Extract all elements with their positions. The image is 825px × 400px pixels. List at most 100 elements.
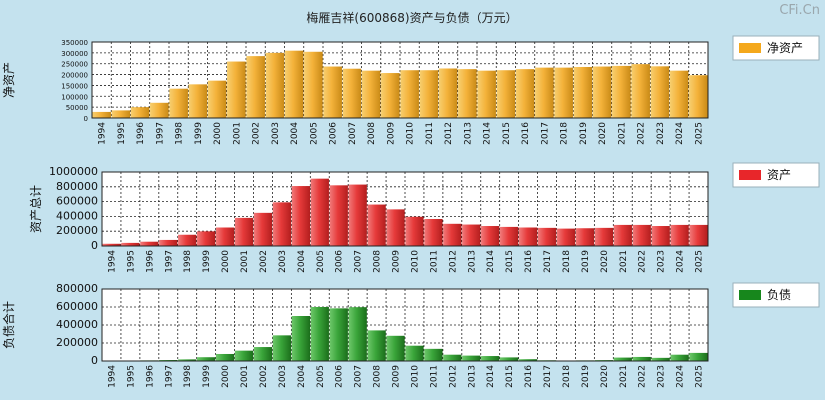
legend-label: 资产 (767, 168, 791, 182)
x-tick-label: 2002 (259, 250, 269, 273)
bar (462, 224, 481, 246)
bar (253, 347, 273, 361)
bar (234, 350, 254, 361)
legend-label: 净资产 (767, 41, 803, 55)
bar (613, 357, 632, 361)
chart-panel-3: 0 200000 400000 600000 800000 1994 1995 1996 199… (1, 282, 820, 388)
bar (458, 69, 477, 118)
x-tick-label: 1994 (107, 365, 117, 388)
bar (291, 316, 311, 361)
x-tick-label: 2023 (657, 250, 667, 273)
x-tick-label: 2003 (278, 250, 288, 273)
bar (348, 184, 367, 246)
x-tick-label: 1996 (145, 250, 155, 273)
x-tick-label: 1997 (164, 365, 174, 388)
y-tick-label: 400000 (56, 209, 98, 222)
bar (386, 209, 405, 246)
x-tick-label: 2009 (386, 122, 396, 145)
watermark: CFi.Cn (779, 3, 820, 18)
y-tick-label: 600000 (56, 300, 98, 313)
x-tick-label: 2006 (335, 250, 345, 273)
x-tick-label: 1999 (202, 365, 212, 388)
bar (632, 356, 651, 361)
bar (272, 202, 292, 246)
bar (121, 242, 140, 246)
x-tick-label: 2003 (271, 122, 281, 145)
y-tick-label: 150000 (61, 82, 88, 90)
x-tick-label: 1996 (145, 365, 155, 388)
x-tick-label: 2011 (425, 122, 435, 145)
x-tick-label: 2001 (240, 365, 250, 388)
bar (329, 308, 348, 361)
bar (111, 110, 131, 118)
bar (188, 84, 208, 118)
x-tick-label: 2000 (213, 122, 223, 145)
x-tick-label: 2022 (638, 250, 648, 273)
bar (669, 70, 689, 118)
bar (424, 218, 443, 246)
x-tick-label: 2014 (486, 250, 496, 273)
y-tick-label: 1000000 (49, 165, 98, 178)
bar (361, 70, 381, 118)
bar (481, 356, 500, 361)
x-tick-label: 2010 (406, 122, 416, 145)
bar (651, 226, 670, 246)
x-tick-label: 2009 (392, 365, 402, 388)
x-tick-label: 2005 (309, 122, 319, 145)
bar (424, 348, 443, 361)
bar (400, 70, 419, 118)
plot-frame (101, 288, 709, 362)
x-tick-label: 1997 (164, 250, 174, 273)
bar (102, 243, 121, 246)
x-tick-label: 2000 (221, 250, 231, 273)
x-tick-label: 2006 (329, 122, 339, 145)
bar (554, 67, 573, 118)
y-tick-label: 400000 (56, 318, 98, 331)
bar (169, 88, 188, 118)
x-tick-label: 2004 (297, 250, 307, 273)
bar (419, 70, 439, 118)
x-tick-label: 2006 (335, 365, 345, 388)
x-tick-label: 2015 (502, 122, 512, 145)
x-tick-label: 2008 (373, 250, 383, 273)
x-tick-label: 2009 (392, 250, 402, 273)
bar (215, 353, 235, 361)
x-tick-label: 1994 (107, 250, 117, 273)
x-tick-label: 2023 (656, 122, 666, 145)
x-tick-label: 2020 (598, 122, 608, 145)
x-tick-label: 2002 (259, 365, 269, 388)
x-tick-label: 2024 (676, 365, 686, 388)
x-tick-label: 2025 (695, 365, 705, 388)
x-tick-label: 1998 (183, 250, 193, 273)
y-axis-title: 资产总计 (29, 185, 43, 233)
x-tick-label: 1998 (175, 122, 185, 145)
bar (594, 227, 614, 246)
x-tick-label: 2019 (581, 365, 591, 388)
x-tick-label: 2025 (694, 122, 704, 145)
bar (650, 66, 670, 118)
bar (348, 307, 367, 361)
legend: 资产 (732, 162, 820, 188)
bar (632, 224, 651, 246)
bar (537, 227, 557, 246)
bar (367, 204, 386, 246)
x-tick-label: 2011 (429, 365, 439, 388)
bar (159, 239, 178, 246)
x-tick-label: 2018 (562, 365, 572, 388)
x-tick-label: 2020 (600, 250, 610, 273)
x-tick-label: 2022 (638, 365, 648, 388)
x-tick-label: 2011 (429, 250, 439, 273)
x-tick-label: 1995 (126, 250, 136, 273)
bar (265, 52, 285, 118)
x-tick-label: 2015 (505, 250, 515, 273)
bar (518, 359, 538, 361)
legend-swatch (739, 43, 761, 53)
bar (405, 216, 424, 246)
x-tick-label: 2021 (619, 365, 629, 388)
legend: 负债 (732, 282, 820, 308)
x-tick-label: 2018 (560, 122, 570, 145)
bar (215, 227, 235, 246)
bar (92, 111, 111, 118)
